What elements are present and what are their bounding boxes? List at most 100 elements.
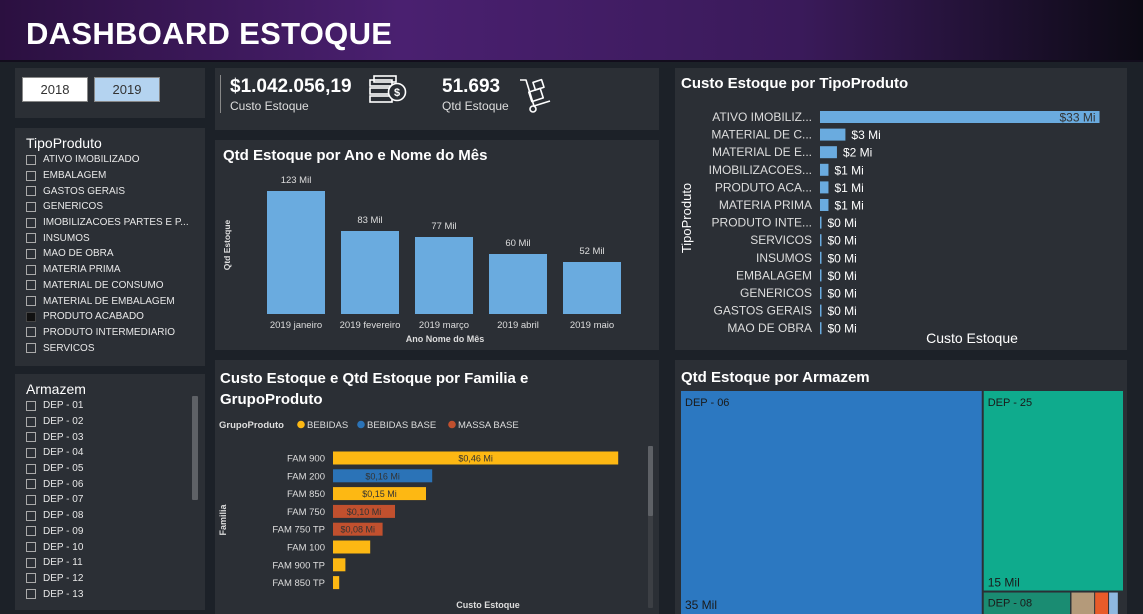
tipoproduto-option-servicos[interactable]: SERVICOS [26,340,189,356]
qtd-estoque-label: Qtd Estoque [442,99,509,113]
x-tick-label: 2019 fevereiro [340,320,401,331]
checkbox-icon[interactable] [26,343,36,354]
y-tick-label: FAM 750 [287,507,325,518]
tipoproduto-option-embalagem[interactable]: EMBALAGEM [26,168,189,184]
tipoproduto-option-mao-de-obra[interactable]: MAO DE OBRA [26,246,189,262]
armazem-option-label: DEP - 03 [43,431,84,443]
custo-estoque-label: Custo Estoque [230,99,309,113]
armazem-option-dep-02[interactable]: DEP - 02 [26,414,83,430]
year-button-2019[interactable]: 2019 [94,77,160,102]
checkbox-icon[interactable] [26,510,36,521]
checkbox-icon[interactable] [26,264,36,275]
checkbox-icon[interactable] [26,589,36,600]
armazem-option-dep-08[interactable]: DEP - 08 [26,508,83,524]
tipoproduto-option-label: MAO DE OBRA [43,248,114,260]
y-tick-label: MATERIA PRIMA [719,198,812,212]
year-button-2018[interactable]: 2018 [22,77,88,102]
tipoproduto-option-imobilizacoes-partes-e-p[interactable]: IMOBILIZACOES PARTES E P... [26,215,189,231]
bar-2019-maio [563,262,621,314]
checkbox-icon[interactable] [26,526,36,537]
checkbox-icon[interactable] [26,494,36,505]
bar-embalagem [820,269,822,282]
tipoproduto-option-label: INSUMOS [43,232,90,244]
treemap-tile-name: DEP - 08 [988,598,1032,610]
custo-tipo-chart: ATIVO IMOBILIZ... $33 Mi MATERIAL DE C... $… [679,110,1100,346]
treemap-tile-dep-08 [983,592,1071,614]
checkbox-icon[interactable] [26,327,36,338]
bar-2019-fevereiro [341,231,399,314]
bar-imobilizacoes [820,163,829,176]
bar-fam-900-tp [333,558,346,572]
data-label: $0,16 Mi [365,471,400,481]
checkbox-icon[interactable] [26,573,36,584]
y-tick-label: MATERIAL DE C... [711,128,812,142]
checkbox-icon[interactable] [26,233,36,244]
tipoproduto-option-produto-intermediario[interactable]: PRODUTO INTERMEDIARIO [26,325,189,341]
armazem-scrollbar[interactable] [192,396,198,500]
tipoproduto-option-materia-prima[interactable]: MATERIA PRIMA [26,262,189,278]
checkbox-icon[interactable] [26,248,36,259]
armazem-option-dep-12[interactable]: DEP - 12 [26,571,83,587]
checkbox-icon[interactable] [26,296,36,307]
checkbox-icon[interactable] [26,557,36,568]
checkbox-icon[interactable] [26,432,36,443]
armazem-option-dep-03[interactable]: DEP - 03 [26,429,83,445]
armazem-option-dep-07[interactable]: DEP - 07 [26,492,83,508]
armazem-option-dep-01[interactable]: DEP - 01 [26,398,83,414]
data-label: 60 Mil [505,238,530,249]
tipoproduto-option-genericos[interactable]: GENERICOS [26,199,189,215]
qtd-armazem-chart-title: Qtd Estoque por Armazem [681,369,870,386]
tipoproduto-list: ATIVO IMOBILIZADO EMBALAGEM GASTOS GERAIS G… [26,152,189,356]
checkbox-icon[interactable] [26,170,36,181]
armazem-option-label: DEP - 08 [43,510,84,522]
y-tick-label: MATERIAL DE E... [712,145,812,159]
tipoproduto-option-produto-acabado[interactable]: PRODUTO ACABADO [26,309,189,325]
armazem-option-dep-11[interactable]: DEP - 11 [26,555,83,571]
armazem-option-dep-04[interactable]: DEP - 04 [26,445,83,461]
data-label: $0,08 Mi [341,525,376,535]
data-label: $1 Mi [834,181,863,195]
treemap-tile-name: DEP - 25 [988,397,1032,409]
y-tick-label: ATIVO IMOBILIZ... [712,110,812,124]
data-label: $0 Mi [828,322,857,336]
bar-2019-janeiro [267,191,325,314]
qtd-armazem-treemap: DEP - 06 35 Mil DEP - 25 15 Mil DEP - 08 [681,391,1123,614]
armazem-option-label: DEP - 06 [43,478,84,490]
familia-scrollbar[interactable] [648,446,653,516]
armazem-option-dep-09[interactable]: DEP - 09 [26,524,83,540]
checkbox-icon[interactable] [26,154,36,165]
data-label: $2 Mi [843,146,872,160]
checkbox-icon[interactable] [26,416,36,427]
tipoproduto-option-insumos[interactable]: INSUMOS [26,230,189,246]
armazem-option-dep-05[interactable]: DEP - 05 [26,461,83,477]
data-label: 83 Mil [357,215,382,226]
checkbox-icon[interactable] [26,201,36,212]
checkbox-icon[interactable] [26,447,36,458]
checkbox-icon[interactable] [26,217,36,228]
bar-fam-850-tp [333,576,340,590]
bar-produto-aca [820,181,829,194]
tipoproduto-option-material-de-embalagem[interactable]: MATERIAL DE EMBALAGEM [26,293,189,309]
checkbox-icon[interactable] [26,400,36,411]
legend-entry: BEBIDAS BASE [367,420,436,431]
y-tick-label: FAM 200 [287,471,325,482]
checkbox-icon[interactable] [26,479,36,490]
checkbox-icon[interactable] [26,186,36,197]
checkbox-icon[interactable] [26,463,36,474]
bar-gastos-gerais [820,304,822,317]
x-tick-label: 2019 janeiro [270,320,322,331]
checkbox-icon[interactable] [26,542,36,553]
armazem-option-dep-13[interactable]: DEP - 13 [26,586,83,602]
checkbox-icon[interactable] [26,280,36,291]
armazem-option-dep-06[interactable]: DEP - 06 [26,476,83,492]
tipoproduto-option-gastos-gerais[interactable]: GASTOS GERAIS [26,183,189,199]
legend-swatch [448,420,456,429]
y-tick-label: GENERICOS [740,286,812,300]
tipoproduto-option-ativo-imobilizado[interactable]: ATIVO IMOBILIZADO [26,152,189,168]
treemap-tile-dep-06 [681,391,982,614]
x-axis-label: Custo Estoque [926,330,1018,346]
tipoproduto-option-material-de-consumo[interactable]: MATERIAL DE CONSUMO [26,278,189,294]
checkbox-icon[interactable] [26,311,36,322]
armazem-slicer-title: Armazem [26,381,86,397]
armazem-option-dep-10[interactable]: DEP - 10 [26,539,83,555]
